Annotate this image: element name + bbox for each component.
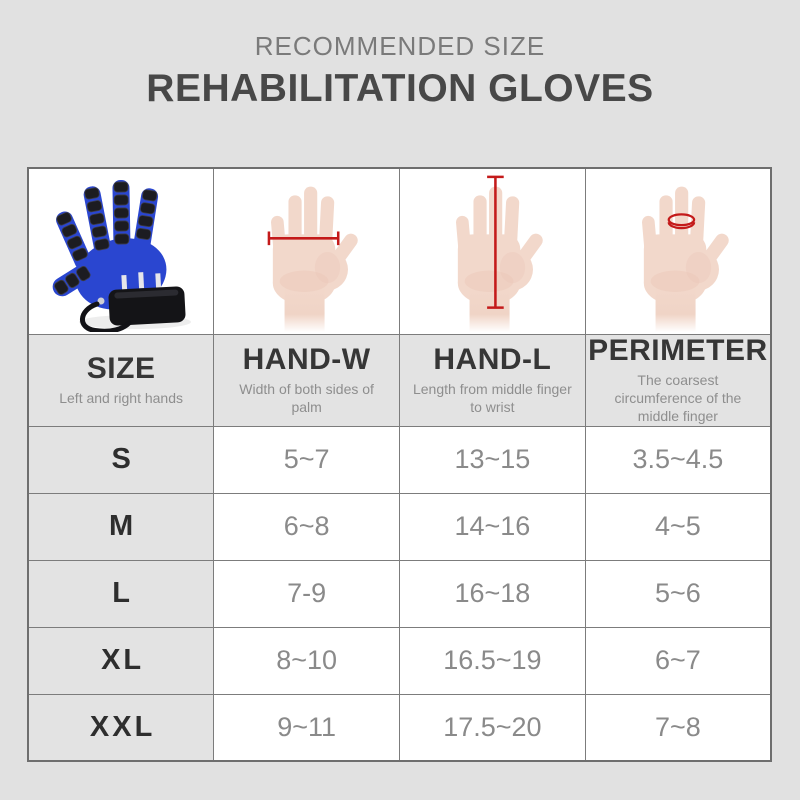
- column-header-hand-w: HAND-W Width of both sides of palm: [213, 333, 400, 427]
- column-label: HAND-L: [433, 342, 552, 376]
- column-header-hand-l: HAND-L Length from middle finger to wris…: [399, 333, 586, 427]
- hand-length-measure-icon: [455, 175, 546, 333]
- hand-l-value: 14~16: [454, 511, 531, 542]
- hand-l-value: 16~18: [454, 578, 531, 609]
- hand-width-photo-cell: [213, 167, 400, 335]
- column-desc: The coarsest circumference of the middle…: [614, 372, 742, 425]
- hand-w-value: 6~8: [283, 511, 330, 542]
- column-header-perimeter: PERIMETER The coarsest circumference of …: [584, 333, 772, 427]
- width-measure-line: [267, 231, 340, 246]
- table-row-l: L 7-9 16~18 5~6: [27, 559, 772, 628]
- perimeter-value: 3.5~4.5: [632, 444, 724, 475]
- size-value: XXL: [89, 710, 156, 743]
- finger-perimeter-photo-cell: [584, 167, 772, 335]
- column-header-row: SIZE Left and right hands HAND-W Width o…: [27, 333, 772, 427]
- hand-w-value: 9~11: [277, 711, 337, 742]
- column-desc: Length from middle finger to wrist: [412, 381, 572, 416]
- hand-w-value: 8~10: [276, 645, 338, 676]
- hand-length-photo-cell: [399, 167, 586, 335]
- page-subtitle: RECOMMENDED SIZE: [254, 31, 546, 61]
- table-row-s: S 5~7 13~15 3.5~4.5: [27, 425, 772, 494]
- hand-w-value: 7-9: [287, 578, 327, 609]
- column-desc: Left and right hands: [59, 390, 183, 407]
- glove-photo-cell: [27, 167, 215, 335]
- illustration-row: [27, 167, 772, 335]
- size-value: XL: [101, 644, 145, 677]
- perimeter-ring: [667, 213, 696, 230]
- palm-width-measure-icon: [267, 186, 361, 333]
- finger-perimeter-measure-icon: [641, 186, 732, 333]
- size-table: SIZE Left and right hands HAND-W Width o…: [27, 167, 772, 763]
- column-label: HAND-W: [242, 342, 371, 376]
- perimeter-value: 4~5: [654, 511, 701, 542]
- perimeter-value: 5~6: [654, 578, 701, 609]
- size-value: S: [111, 443, 134, 476]
- table-row-xl: XL 8~10 16.5~19 6~7: [27, 626, 772, 695]
- perimeter-value: 7~8: [654, 711, 701, 742]
- table-row-xxl: XXL 9~11 17.5~20 7~8: [27, 693, 772, 762]
- page-title: REHABILITATION GLOVES: [146, 67, 654, 110]
- perimeter-value: 6~7: [654, 645, 701, 676]
- size-value: L: [112, 577, 133, 610]
- rehabilitation-glove-icon: [52, 180, 192, 333]
- length-measure-line: [487, 175, 505, 310]
- size-value: M: [109, 510, 137, 543]
- hand-l-value: 17.5~20: [443, 711, 542, 742]
- column-header-size: SIZE Left and right hands: [27, 333, 215, 427]
- hand-w-value: 5~7: [283, 444, 330, 475]
- column-desc: Width of both sides of palm: [239, 381, 374, 416]
- hand-l-value: 13~15: [454, 444, 531, 475]
- table-row-m: M 6~8 14~16 4~5: [27, 492, 772, 561]
- column-label: SIZE: [86, 351, 156, 385]
- hand-l-value: 16.5~19: [443, 645, 542, 676]
- column-label: PERIMETER: [588, 333, 768, 367]
